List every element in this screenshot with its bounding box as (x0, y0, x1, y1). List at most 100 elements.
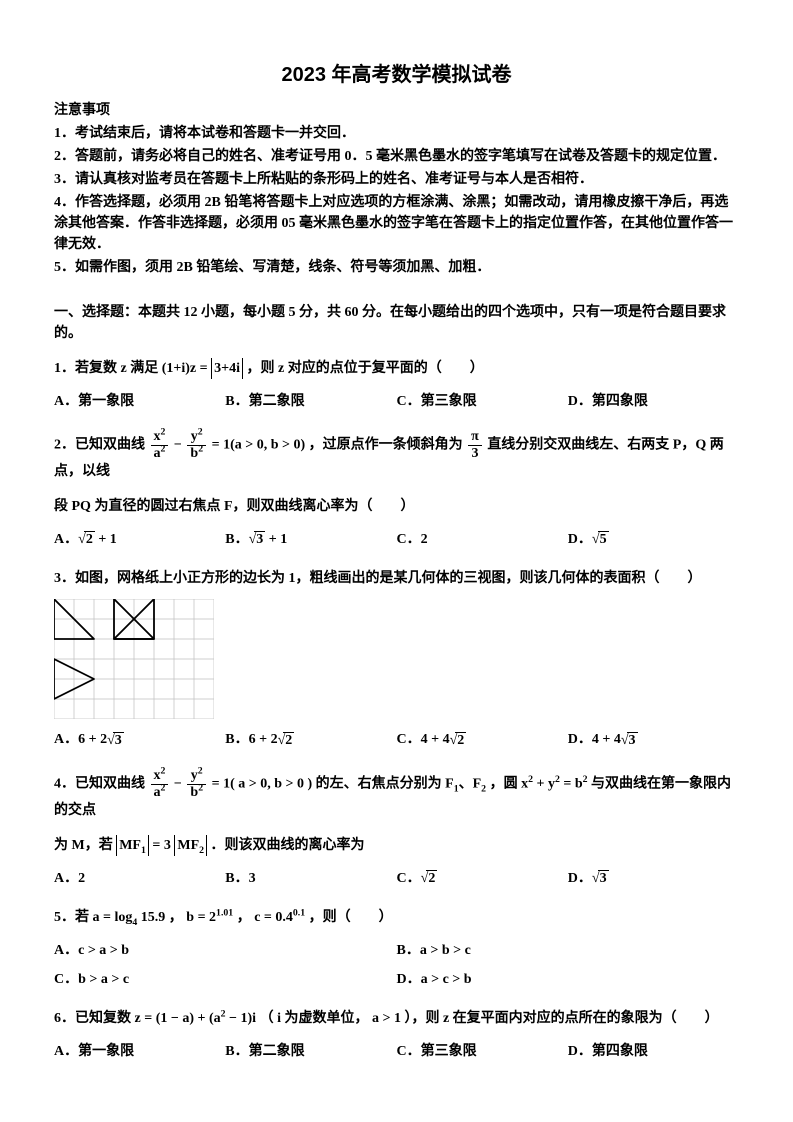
q1-lhs: (1+i) (162, 361, 190, 376)
q4-mid2: ，圆 x (490, 776, 529, 791)
q4-line2: 为 M，若 MF1 = 3 MF2 ．则该双曲线的离心率为 (54, 835, 739, 856)
q4-comma: 、F (459, 776, 482, 791)
section-1-heading: 一、选择题：本题共 12 小题，每小题 5 分，共 60 分。在每小题给出的四个… (54, 302, 739, 344)
q4-d-rad: 3 (598, 870, 609, 886)
q4-d-pre: D． (568, 871, 592, 886)
q2-d-pre: D． (568, 532, 592, 547)
sqrt-icon: √2 (421, 868, 438, 889)
q3-c-pre: C．4 + 4 (397, 732, 450, 747)
q3-a-pre: A．6 + 2 (54, 732, 107, 747)
q1-eq: = (200, 361, 208, 376)
q2-b-pre: B． (225, 532, 248, 547)
notice-line-1: 1．考试结束后，请将本试卷和答题卡一并交回． (54, 123, 739, 144)
q6-option-c: C．第三象限 (397, 1037, 568, 1066)
q2-option-b: B．√3 + 1 (225, 525, 396, 554)
q4-f1n: x (154, 768, 161, 783)
q4-eqb: = b (560, 776, 583, 791)
q4-option-c: C．√2 (397, 864, 568, 893)
question-6: 6．已知复数 z = (1 − a) + (a2 − 1)i （ i 为虚数单位… (54, 1008, 739, 1029)
sqrt-icon: √3 (592, 868, 609, 889)
q4-option-a: A．2 (54, 864, 225, 893)
q3-figure (54, 599, 739, 719)
q1-rhs: 3+4i (214, 361, 240, 376)
q4-abs1: MF (119, 838, 141, 853)
q1-abs-icon: 3+4i (211, 358, 243, 379)
sqrt-icon: √3 (107, 730, 124, 751)
abs-icon: MF2 (174, 835, 207, 856)
q5-bexp: 1.01 (216, 907, 233, 918)
q4-l2a: 为 M，若 (54, 838, 116, 853)
q5-option-b: B．a > b > c (397, 936, 740, 965)
q4-option-d: D．√3 (568, 864, 739, 893)
q3-d-pre: D．4 + 4 (568, 732, 621, 747)
q2-frac3: π 3 (468, 430, 482, 461)
notice-heading: 注意事项 (54, 100, 739, 121)
q5-option-a: A．c > a > b (54, 936, 397, 965)
q2-frac1-num: x (154, 429, 161, 444)
q4-option-b: B．3 (225, 864, 396, 893)
q1-prefix: 1．若复数 z 满足 (54, 361, 158, 376)
q4-eq3: = 3 (152, 838, 170, 853)
q3-d-rad: 3 (627, 732, 638, 748)
q1-z: z (190, 361, 196, 376)
sqrt-icon: √2 (78, 529, 95, 550)
q3-a-rad: 3 (113, 732, 124, 748)
q4-frac1: x2 a2 (151, 769, 169, 800)
q2-frac3-den: 3 (468, 446, 482, 461)
q5-option-d: D．a > c > b (397, 965, 740, 994)
q2-frac3-num: π (468, 430, 482, 446)
q2-options: A．√2 + 1 B．√3 + 1 C．2 D．√5 (54, 525, 739, 554)
page-title: 2023 年高考数学模拟试卷 (54, 60, 739, 90)
q3-option-a: A．6 + 2√3 (54, 725, 225, 754)
q3-options: A．6 + 2√3 B．6 + 2√2 C．4 + 4√2 D．4 + 4√3 (54, 725, 739, 754)
sqrt-icon: √3 (621, 730, 638, 751)
q5-pre: 5．若 a = log (54, 910, 132, 925)
notice-line-5: 5．如需作图，须用 2B 铅笔绘、写清楚，线条、符号等须加黑、加粗． (54, 257, 739, 278)
q4-supb: 2 (583, 774, 588, 785)
q6-pre: 6．已知复数 z = (1 − a) + (a (54, 1011, 221, 1026)
q2-minus: − (174, 438, 185, 453)
q5-option-c: C．b > a > c (54, 965, 397, 994)
q4-minus: − (174, 776, 185, 791)
q2-frac2: y2 b2 (187, 430, 206, 461)
q5-options: A．c > a > b B．a > b > c C．b > a > c D．a … (54, 936, 739, 994)
question-4: 4．已知双曲线 x2 a2 − y2 b2 = 1( a > 0, b > 0 … (54, 769, 739, 821)
q2-line2: 段 PQ 为直径的圆过右焦点 F，则双曲线离心率为（ ） (54, 496, 739, 517)
q4-c-pre: C． (397, 871, 421, 886)
q4-c-rad: 2 (426, 870, 437, 886)
q4-options: A．2 B．3 C．√2 D．√3 (54, 864, 739, 893)
q2-frac1: x2 a2 (151, 430, 169, 461)
q3-b-rad: 2 (283, 732, 294, 748)
q5-suf: ，则（ ） (305, 910, 393, 925)
q3-c-rad: 2 (455, 732, 466, 748)
q6-option-d: D．第四象限 (568, 1037, 739, 1066)
q4-plus: + y (533, 776, 555, 791)
q2-cond: = 1(a > 0, b > 0) ，过原点作一条倾斜角为 (212, 438, 467, 453)
q2-b-rad: 3 (254, 531, 265, 547)
q3-option-c: C．4 + 4√2 (397, 725, 568, 754)
q4-f1d: a (154, 785, 161, 800)
q6-mid: − 1)i （ i 为虚数单位， a > 1 ），则 z 在复平面内对应的点所在… (226, 1011, 719, 1026)
q6-option-b: B．第二象限 (225, 1037, 396, 1066)
q2-option-a: A．√2 + 1 (54, 525, 225, 554)
q2-prefix: 2．已知双曲线 (54, 438, 149, 453)
q3-option-b: B．6 + 2√2 (225, 725, 396, 754)
q4-prefix: 4．已知双曲线 (54, 776, 149, 791)
q3-option-d: D．4 + 4√3 (568, 725, 739, 754)
q2-option-d: D．√5 (568, 525, 739, 554)
notice-line-3: 3．请认真核对监考员在答题卡上所粘贴的条形码上的姓名、准考证号与本人是否相符． (54, 169, 739, 190)
q1-option-b: B．第二象限 (225, 387, 396, 416)
q1-option-a: A．第一象限 (54, 387, 225, 416)
q1-suffix: ，则 z 对应的点位于复平面的（ ） (247, 361, 484, 376)
question-5: 5．若 a = log4 15.9 ， b = 21.01 ， c = 0.40… (54, 907, 739, 928)
q2-b-post: + 1 (265, 532, 287, 547)
three-view-diagram (54, 599, 214, 719)
q4-f2n: y (191, 768, 198, 783)
sqrt-icon: √5 (592, 529, 609, 550)
q4-abs2: MF (177, 838, 199, 853)
q1-options: A．第一象限 B．第二象限 C．第三象限 D．第四象限 (54, 387, 739, 416)
q4-sub2: 2 (481, 783, 486, 794)
q4-abs2s: 2 (199, 844, 204, 855)
q2-a-rad: 2 (84, 531, 95, 547)
q2-a-post: + 1 (95, 532, 117, 547)
